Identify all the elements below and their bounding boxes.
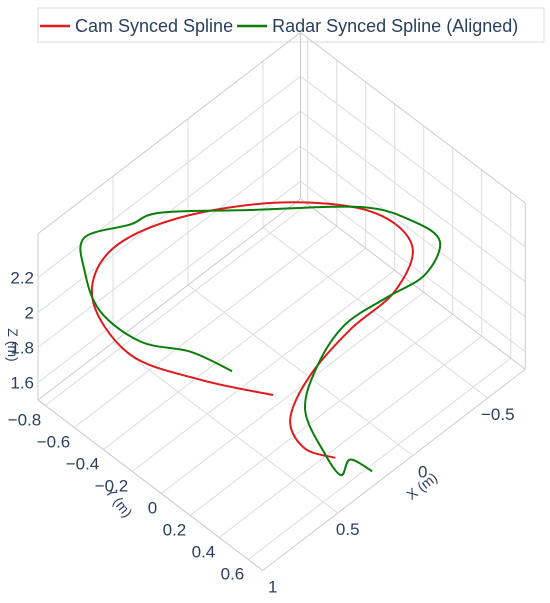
x-tick-label: −0.5 <box>481 405 515 424</box>
z-tick-label: 2.2 <box>10 269 34 288</box>
axis-edge <box>300 32 526 204</box>
floor-grid-line <box>218 335 483 538</box>
x-tick-label: 1 <box>268 578 277 597</box>
y-tick-label: −0.8 <box>8 411 42 430</box>
floor-grid-line <box>262 227 489 399</box>
z-tick-label: 2 <box>25 304 34 323</box>
y-tick-label: 0.2 <box>163 521 187 540</box>
lines <box>79 201 442 477</box>
axis-edge <box>37 32 301 235</box>
floor-grid-line <box>102 247 367 450</box>
legend-box <box>37 7 545 43</box>
y-tick-label: −0.2 <box>95 477 129 496</box>
z-tick-label: 1.6 <box>10 374 34 393</box>
floor-grid-line <box>247 357 512 560</box>
series-line <box>90 201 414 459</box>
wall-grid-line <box>300 180 526 353</box>
y-tick-label: −0.4 <box>66 455 100 474</box>
floor-grid-line <box>73 225 338 428</box>
legend-label: Radar Synced Spline (Aligned) <box>272 16 518 36</box>
wall-grid-line <box>300 110 526 283</box>
wall-grid-line <box>300 145 526 318</box>
floor-grid-line <box>187 284 414 456</box>
x-tick-label: 0.5 <box>336 520 360 539</box>
y-tick-label: −0.6 <box>37 433 71 452</box>
axis-edge <box>37 198 301 401</box>
axis-edge <box>37 399 264 571</box>
grid <box>37 32 526 571</box>
y-tick-label: 0.4 <box>192 543 216 562</box>
floor-grid-line <box>112 342 339 514</box>
z-axis-title: Z (m) <box>5 328 21 361</box>
legend: Cam Synced Spline Radar Synced Spline (Al… <box>40 16 518 36</box>
series-line <box>79 205 442 477</box>
x-tick-label: 0 <box>418 463 427 482</box>
floor-grid-line <box>44 203 309 406</box>
wall-grid-line <box>300 75 526 248</box>
z-tick-label: 1.8 <box>10 339 34 358</box>
floor-grid-line <box>160 291 425 494</box>
legend-label: Cam Synced Spline <box>75 16 233 36</box>
y-tick-label: 0 <box>148 499 157 518</box>
y-axis-title: Y (m) <box>102 484 136 521</box>
wall-grid-line <box>37 145 301 348</box>
floor-grid-line <box>189 313 454 516</box>
y-tick-label: 0.6 <box>221 565 245 584</box>
axis-edge <box>262 368 526 571</box>
floor-grid-line <box>131 269 396 472</box>
wall-grid-line <box>37 180 301 383</box>
